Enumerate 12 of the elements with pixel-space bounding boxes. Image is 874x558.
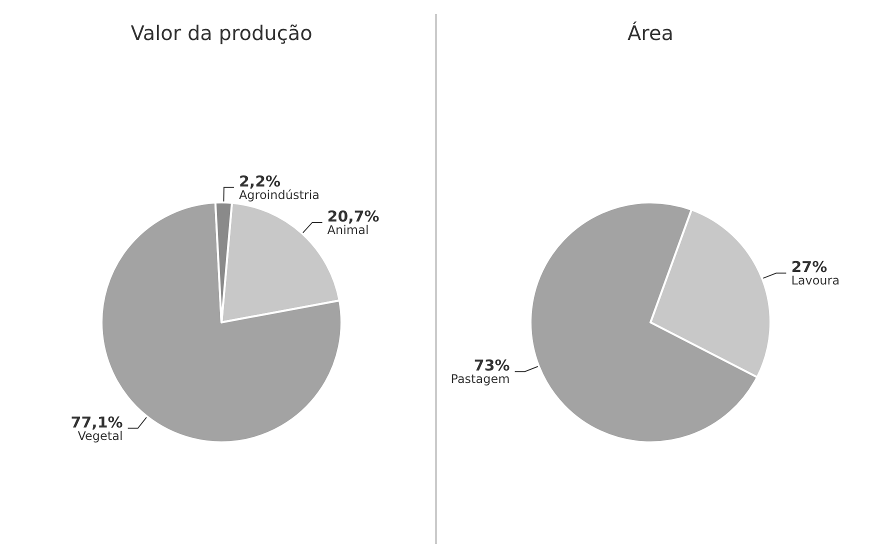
slice-label: Pastagem — [450, 372, 510, 386]
chart-title: Valor da produção — [130, 21, 312, 45]
slice-label: Agroindústria — [238, 188, 320, 202]
slice-label: Lavoura — [791, 274, 840, 288]
data-label: 73% — [474, 356, 510, 375]
slice-label: Vegetal — [78, 428, 123, 443]
data-label: 77,1% — [70, 413, 123, 432]
data-label: 20,7% — [327, 207, 380, 226]
data-label: 2,2% — [238, 172, 281, 190]
data-label: 27% — [791, 258, 828, 276]
chart-title: Área — [627, 21, 674, 45]
slice-label: Animal — [327, 222, 369, 237]
